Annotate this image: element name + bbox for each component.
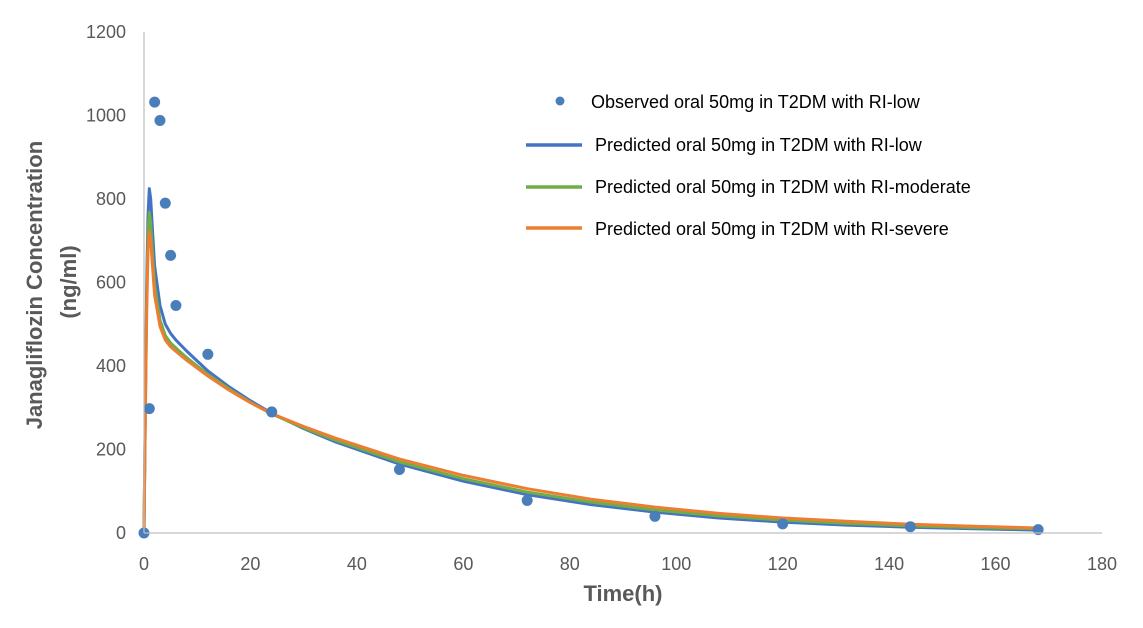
observed-data-point xyxy=(393,464,405,476)
legend-item-predicted-low: Predicted oral 50mg in T2DM with RI-low xyxy=(526,135,923,155)
x-tick-label: 20 xyxy=(240,554,260,574)
x-tick-label: 100 xyxy=(661,554,691,574)
legend-label-predicted-severe: Predicted oral 50mg in T2DM with RI-seve… xyxy=(595,219,949,239)
legend: Observed oral 50mg in T2DM with RI-low P… xyxy=(526,92,971,239)
legend-item-predicted-moderate: Predicted oral 50mg in T2DM with RI-mode… xyxy=(526,177,971,197)
x-tick-label: 160 xyxy=(981,554,1011,574)
x-axis-ticks: 0 20 40 60 80 100 120 140 160 180 xyxy=(139,554,1117,574)
plot-area xyxy=(138,32,1102,539)
x-axis-title: Time(h) xyxy=(583,581,662,606)
y-tick-label: 200 xyxy=(96,440,126,460)
y-tick-label: 400 xyxy=(96,356,126,376)
legend-item-observed: Observed oral 50mg in T2DM with RI-low xyxy=(555,92,921,112)
y-tick-label: 600 xyxy=(96,273,126,293)
x-tick-label: 180 xyxy=(1087,554,1117,574)
observed-data-point xyxy=(521,494,533,506)
y-tick-label: 800 xyxy=(96,189,126,209)
observed-data-point xyxy=(649,510,661,522)
x-tick-label: 40 xyxy=(347,554,367,574)
observed-data-point xyxy=(266,406,278,418)
y-axis-title-line2: (ng/ml) xyxy=(56,245,81,318)
observed-data-point xyxy=(904,521,916,533)
y-axis-ticks: 0 200 400 600 800 1000 1200 xyxy=(86,22,126,543)
legend-marker-observed xyxy=(555,96,565,106)
observed-data-point xyxy=(143,403,155,415)
legend-label-predicted-moderate: Predicted oral 50mg in T2DM with RI-mode… xyxy=(595,177,971,197)
observed-data-point xyxy=(159,197,171,209)
y-axis-title-line1: Janagliflozin Concentration xyxy=(22,141,47,429)
series-layer xyxy=(138,96,1044,539)
series-line-predicted-oral-50mg-in-t2dm-with-ri-severe xyxy=(142,230,1040,535)
observed-data-point xyxy=(165,249,177,261)
observed-data-point xyxy=(149,96,161,108)
legend-item-predicted-severe: Predicted oral 50mg in T2DM with RI-seve… xyxy=(526,219,949,239)
y-tick-label: 0 xyxy=(116,523,126,543)
observed-data-point xyxy=(777,518,789,530)
x-tick-label: 0 xyxy=(139,554,149,574)
y-axis-title: Janagliflozin Concentration (ng/ml) xyxy=(22,135,81,430)
observed-data-point xyxy=(170,299,182,311)
legend-label-predicted-low: Predicted oral 50mg in T2DM with RI-low xyxy=(595,135,923,155)
legend-label-observed: Observed oral 50mg in T2DM with RI-low xyxy=(591,92,921,112)
x-tick-label: 120 xyxy=(768,554,798,574)
series-line-predicted-oral-50mg-in-t2dm-with-ri-moderate xyxy=(142,210,1040,535)
series-line-predicted-oral-50mg-in-t2dm-with-ri-low xyxy=(142,187,1040,535)
x-tick-label: 60 xyxy=(453,554,473,574)
observed-data-point xyxy=(154,115,166,127)
observed-data-point xyxy=(202,348,214,360)
x-tick-label: 140 xyxy=(874,554,904,574)
y-tick-label: 1000 xyxy=(86,106,126,126)
y-tick-label: 1200 xyxy=(86,22,126,42)
x-tick-label: 80 xyxy=(560,554,580,574)
